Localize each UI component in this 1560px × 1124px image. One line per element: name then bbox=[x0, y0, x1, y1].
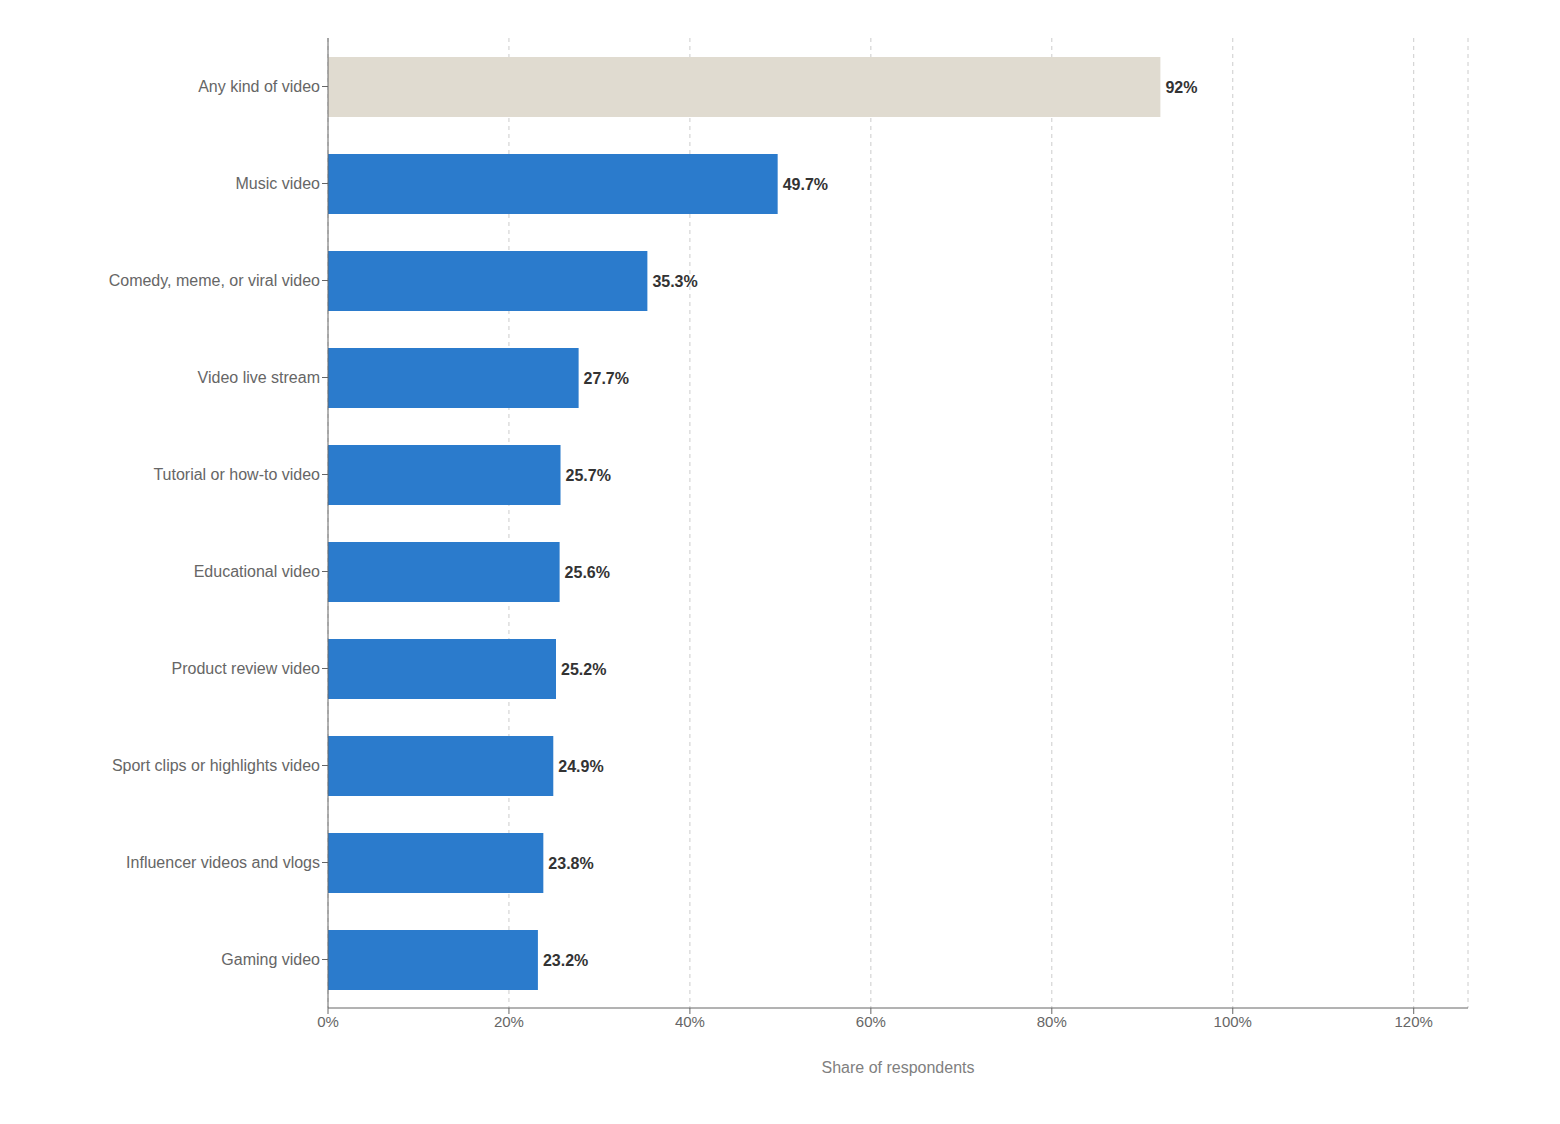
svg-text:Tutorial or how-to video: Tutorial or how-to video bbox=[153, 466, 320, 483]
svg-text:35.3%: 35.3% bbox=[652, 273, 697, 290]
svg-text:Sport clips or highlights vide: Sport clips or highlights video bbox=[112, 757, 320, 774]
svg-text:Product review video: Product review video bbox=[171, 660, 320, 677]
svg-text:23.8%: 23.8% bbox=[548, 855, 593, 872]
svg-text:20%: 20% bbox=[494, 1013, 524, 1030]
svg-text:120%: 120% bbox=[1395, 1013, 1433, 1030]
svg-text:23.2%: 23.2% bbox=[543, 952, 588, 969]
svg-text:24.9%: 24.9% bbox=[558, 758, 603, 775]
svg-text:25.6%: 25.6% bbox=[565, 564, 610, 581]
svg-text:0%: 0% bbox=[317, 1013, 339, 1030]
svg-text:40%: 40% bbox=[675, 1013, 705, 1030]
svg-text:100%: 100% bbox=[1214, 1013, 1252, 1030]
svg-text:25.2%: 25.2% bbox=[561, 661, 606, 678]
svg-text:49.7%: 49.7% bbox=[783, 176, 828, 193]
svg-text:60%: 60% bbox=[856, 1013, 886, 1030]
svg-text:92%: 92% bbox=[1165, 79, 1197, 96]
svg-text:25.7%: 25.7% bbox=[566, 467, 611, 484]
svg-text:Influencer videos and vlogs: Influencer videos and vlogs bbox=[126, 854, 320, 871]
svg-text:80%: 80% bbox=[1037, 1013, 1067, 1030]
svg-text:Any kind of video: Any kind of video bbox=[198, 78, 320, 95]
svg-text:Gaming video: Gaming video bbox=[221, 951, 320, 968]
svg-text:Comedy, meme, or viral video: Comedy, meme, or viral video bbox=[109, 272, 320, 289]
svg-text:Music video: Music video bbox=[236, 175, 321, 192]
svg-text:Educational video: Educational video bbox=[194, 563, 320, 580]
svg-text:Share of respondents: Share of respondents bbox=[822, 1059, 975, 1076]
svg-text:Video live stream: Video live stream bbox=[198, 369, 320, 386]
svg-text:27.7%: 27.7% bbox=[584, 370, 629, 387]
